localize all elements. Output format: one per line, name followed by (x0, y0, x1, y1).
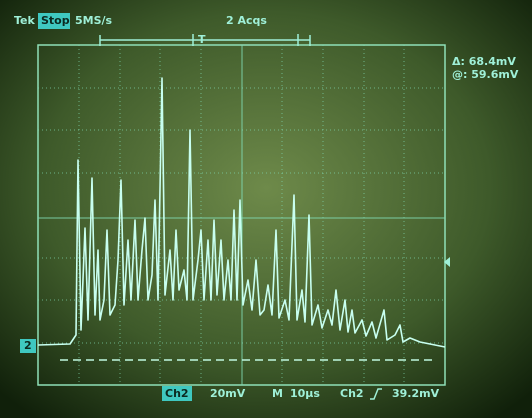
cursor-position: @: 59.6mV (452, 68, 519, 81)
sample-rate: 5MS/s (75, 14, 113, 27)
trigger-marker: T (198, 33, 206, 46)
channel: Ch2 (165, 387, 189, 400)
brand: Tek (14, 14, 36, 27)
timebase: 10µs (290, 387, 320, 400)
trigger-source: Ch2 (340, 387, 364, 400)
cursor-delta: Δ: 68.4mV (452, 55, 516, 68)
channel-marker: 2 (24, 339, 32, 352)
run-state: Stop (41, 14, 70, 27)
acquisitions: 2 Acqs (226, 14, 267, 27)
vertical-scale: 20mV (210, 387, 246, 400)
trigger-level: 39.2mV (392, 387, 440, 400)
timebase-label: M (272, 387, 283, 400)
oscilloscope-screen: Tek Stop 5MS/s 2 Acqs T Δ: 68.4mV @: 59.… (0, 0, 532, 418)
